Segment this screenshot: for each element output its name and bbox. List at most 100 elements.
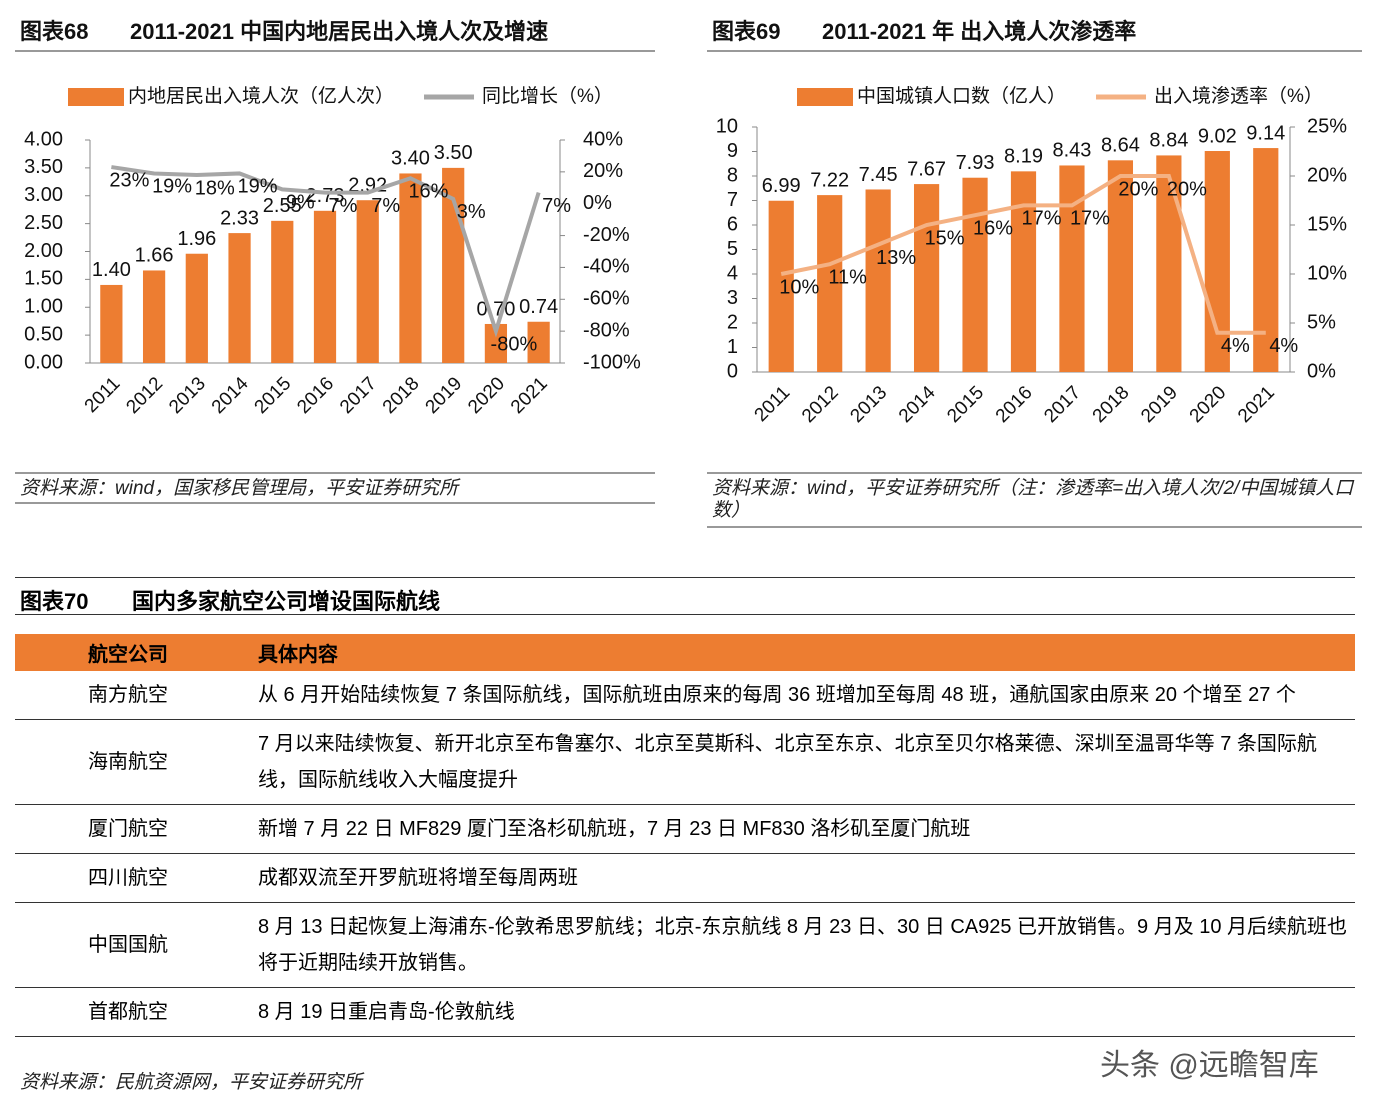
x-tick-label: 2017 xyxy=(1040,382,1085,427)
y2-tick-label: -60% xyxy=(583,288,630,310)
legend-label: 内地居民出入境人次（亿人次） xyxy=(128,85,394,107)
data-label: 11% xyxy=(828,266,867,288)
legend-label: 出入境渗透率（%） xyxy=(1154,85,1323,107)
y-tick-label: 4 xyxy=(727,262,738,284)
watermark: 头条 @远瞻智库 xyxy=(1100,1049,1319,1082)
legend-swatch xyxy=(797,88,853,106)
table-row: 首都航空 8 月 19 日重启青岛-伦敦航线 xyxy=(15,987,1355,1037)
bar xyxy=(399,173,422,363)
y2-tick-label: 20% xyxy=(1307,164,1347,186)
x-tick-label: 2013 xyxy=(165,373,210,418)
y2-tick-label: 20% xyxy=(583,160,623,182)
y-tick-label: 2 xyxy=(727,311,738,333)
bar xyxy=(817,195,843,372)
x-tick-label: 2012 xyxy=(798,382,843,427)
table-cell: 8 月 13 日起恢复上海浦东-伦敦希思罗航线；北京-东京航线 8 月 23 日… xyxy=(258,902,1355,988)
data-label: 17% xyxy=(1070,208,1110,230)
y-tick-label: 6 xyxy=(727,213,738,235)
table-cell: 四川航空 xyxy=(15,853,258,903)
data-label: 1.96 xyxy=(177,228,216,250)
table-row: 中国国航 8 月 13 日起恢复上海浦东-伦敦希思罗航线；北京-东京航线 8 月 … xyxy=(15,902,1355,988)
table-row: 海南航空 7 月以来陆续恢复、新开北京至布鲁塞尔、北京至莫斯科、北京至东京、北京至… xyxy=(15,719,1355,805)
table-title: 国内多家航空公司增设国际航线 xyxy=(132,589,441,614)
y2-tick-label: -100% xyxy=(583,351,641,373)
data-label: 10% xyxy=(779,276,819,298)
bar xyxy=(1156,155,1182,372)
data-label: 7.93 xyxy=(956,152,995,174)
bar xyxy=(185,253,208,363)
source-note: 资料来源：wind，平安证券研究所（注：渗透率=出入境人次/2/中国城镇人口数） xyxy=(712,478,1354,521)
data-label: 6.99 xyxy=(762,175,801,197)
y-tick-label: 0.00 xyxy=(24,351,63,373)
x-tick-label: 2016 xyxy=(293,373,338,418)
y-tick-label: 2.00 xyxy=(24,240,63,262)
x-tick-label: 2018 xyxy=(379,373,424,418)
data-label: 23% xyxy=(109,169,149,191)
source-note: 资料来源：wind，国家移民管理局，平安证券研究所 xyxy=(20,478,459,499)
table-cell: 成都双流至开罗航班将增至每周两班 xyxy=(258,853,1355,903)
data-label: 1.66 xyxy=(135,245,174,267)
data-label: 20% xyxy=(1118,178,1158,200)
data-label: 1.40 xyxy=(92,259,131,281)
line xyxy=(780,174,1266,335)
legend-label: 同比增长（%） xyxy=(482,85,613,107)
x-tick-label: 2019 xyxy=(1137,382,1182,427)
data-label: 18% xyxy=(195,177,235,199)
bar xyxy=(1059,165,1085,372)
table-row: 南方航空从 6 月开始陆续恢复 7 条国际航线，国际航班由原来的每周 36 班增… xyxy=(15,671,1355,720)
header-cell: 航空公司 xyxy=(15,634,258,671)
bar xyxy=(768,200,794,372)
rule xyxy=(15,577,1355,578)
y2-tick-label: 5% xyxy=(1307,311,1336,333)
x-tick-label: 2014 xyxy=(208,373,253,418)
y-tick-label: 5 xyxy=(727,238,738,260)
data-label: 9.02 xyxy=(1198,125,1237,147)
data-label: 7% xyxy=(371,195,400,217)
header-row: 航空公司 具体内容 xyxy=(15,634,1355,671)
x-tick-label: 2020 xyxy=(464,373,509,418)
y2-tick-label: 10% xyxy=(1307,262,1347,284)
charts: 图表68 2011-2021 中国内地居民出入境人次及增速 图表69 2011-… xyxy=(15,19,1362,528)
x-tick-label: 2021 xyxy=(507,373,552,418)
bar xyxy=(228,233,251,363)
data-label: 19% xyxy=(152,176,192,198)
data-label: 8.19 xyxy=(1004,146,1043,168)
y2-tick-label: 0% xyxy=(1307,360,1336,382)
bar xyxy=(913,184,940,372)
legend-swatch xyxy=(68,88,124,106)
bar xyxy=(313,210,337,363)
y-tick-label: 1.00 xyxy=(24,296,63,318)
data-label: 19% xyxy=(238,176,278,198)
legend-label: 中国城镇人口数（亿人） xyxy=(857,85,1066,107)
y-tick-label: 3.00 xyxy=(24,184,63,206)
figure-label: 图表70 xyxy=(20,589,89,614)
y-tick-label: 1 xyxy=(727,336,738,358)
data-label: 20% xyxy=(1167,178,1207,200)
bar xyxy=(1010,171,1037,372)
data-label: 7% xyxy=(329,195,358,217)
y-tick-label: 0.50 xyxy=(24,323,63,345)
x-tick-label: 2012 xyxy=(122,373,167,418)
data-label: 7% xyxy=(542,195,571,217)
data-label: -80% xyxy=(491,333,538,355)
table-cell: 厦门航空 xyxy=(15,804,258,854)
data-label: 3% xyxy=(457,201,486,223)
bar xyxy=(100,284,123,363)
data-label: 2.33 xyxy=(220,207,259,229)
y-tick-label: 0 xyxy=(727,360,738,382)
x-tick-label: 2014 xyxy=(895,382,940,427)
data-label: 16% xyxy=(408,181,448,203)
table-cell: 首都航空 xyxy=(15,987,258,1037)
bar xyxy=(527,321,550,363)
y-tick-label: 1.50 xyxy=(24,268,63,290)
y-tick-label: 9 xyxy=(727,140,738,162)
table-row: 厦门航空 新增 7 月 22 日 MF829 厦门至洛杉矶航班，7 月 23 日 … xyxy=(15,804,1355,854)
table-cell: 新增 7 月 22 日 MF829 厦门至洛杉矶航班，7 月 23 日 MF83… xyxy=(258,804,1355,854)
data-label: 4% xyxy=(1221,335,1250,357)
y-tick-label: 8 xyxy=(727,164,738,186)
data-label: 0.70 xyxy=(476,298,515,320)
data-label: 2.55 xyxy=(263,195,302,217)
chart-title: 2011-2021 年 出入境人次渗透率 xyxy=(822,19,1136,44)
data-label: 8.84 xyxy=(1149,130,1188,152)
